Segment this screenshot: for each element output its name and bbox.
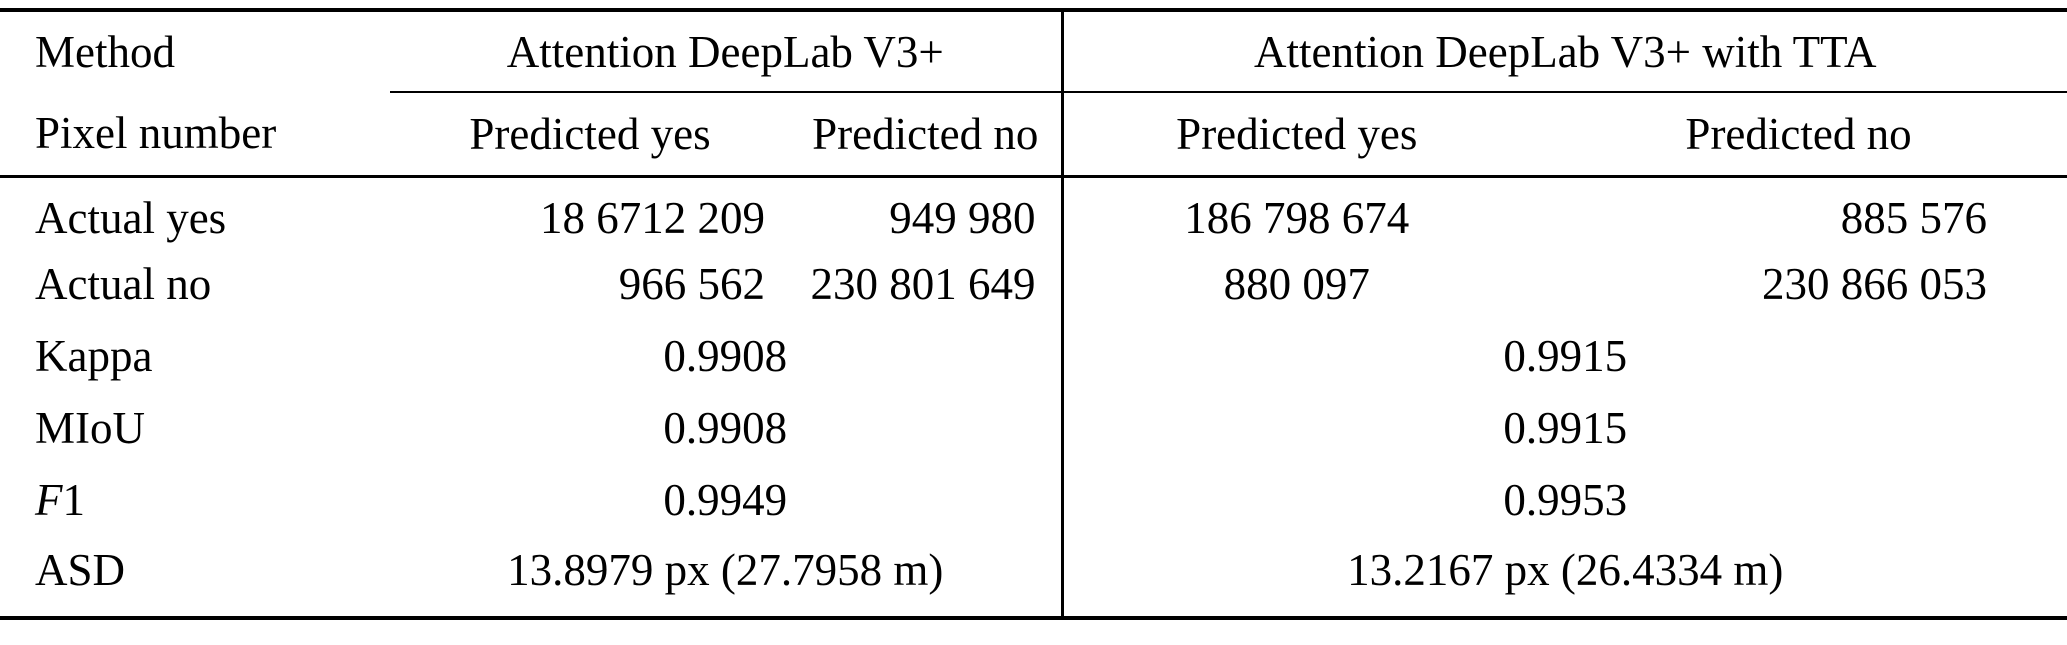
cell-g1-value: 0.9908: [663, 403, 788, 453]
g2-predicted-yes-header: Predicted yes: [1060, 92, 1531, 178]
cell-g1-predicted-no: 949 980: [889, 192, 1036, 243]
group1-header-label: Attention DeepLab V3+: [390, 10, 1063, 93]
cell-g1-value: 0.9949: [663, 475, 788, 525]
row-label: Actual yes: [35, 192, 227, 243]
cell-g1-predicted-yes: 18 6712 209: [540, 192, 765, 243]
group2-header-label: Attention DeepLab V3+ with TTA: [1060, 10, 2067, 93]
cell-g2-value: 0.9953: [1060, 464, 2067, 536]
f1-label-italic: F: [35, 475, 63, 525]
row-label: ASD: [35, 545, 126, 595]
cell-g1-predicted-no: 230 801 649: [810, 259, 1036, 309]
header-row-groups: Method Attention DeepLab V3+ Attention D…: [0, 10, 2067, 93]
row-actual-yes: Actual yes 18 6712 209 949 980 186 798 6…: [0, 176, 2067, 248]
row-miou: MIoU 0.9908 0.9915: [0, 392, 2067, 464]
f1-label-number: 1: [62, 475, 86, 525]
cell-g2-value: 0.9915: [1060, 320, 2067, 392]
cell-g2-value: 13.2167 px (26.4334 m): [1060, 536, 2067, 618]
cell-g1-value: 0.9908: [663, 331, 788, 381]
table-wrapper: Method Attention DeepLab V3+ Attention D…: [0, 8, 2067, 620]
method-header-label: Method: [35, 27, 175, 77]
cell-g2-predicted-yes: 186 798 674: [1060, 176, 1531, 248]
g1-predicted-no-header: Predicted no: [790, 92, 1063, 178]
row-kappa: Kappa 0.9908 0.9915: [0, 320, 2067, 392]
row-label: Actual no: [35, 259, 212, 309]
row-label: F1: [0, 464, 390, 536]
cell-g2-predicted-yes: 880 097: [1060, 248, 1531, 320]
cell-g1-predicted-yes: 966 562: [618, 259, 765, 309]
row-label: MIoU: [35, 403, 145, 453]
cell-g1-value: 13.8979 px (27.7958 m): [507, 545, 944, 595]
row-actual-no: Actual no 966 562 230 801 649 880 097 23…: [0, 248, 2067, 320]
confusion-matrix-table: Method Attention DeepLab V3+ Attention D…: [0, 8, 2067, 620]
row-asd: ASD 13.8979 px (27.7958 m) 13.2167 px (2…: [0, 536, 2067, 618]
header-row-columns: Pixel number Predicted yes Predicted no …: [0, 92, 2067, 178]
pixel-number-label: Pixel number: [0, 92, 390, 178]
g2-predicted-no-header: Predicted no: [1530, 92, 2067, 178]
row-f1: F1 0.9949 0.9953: [0, 464, 2067, 536]
cell-g2-predicted-no: 230 866 053: [1762, 259, 1988, 309]
cell-g2-value: 0.9915: [1060, 392, 2067, 464]
g1-predicted-yes-header: Predicted yes: [390, 92, 790, 178]
row-label: Kappa: [35, 331, 153, 381]
cell-g2-predicted-no: 885 576: [1840, 192, 1988, 243]
